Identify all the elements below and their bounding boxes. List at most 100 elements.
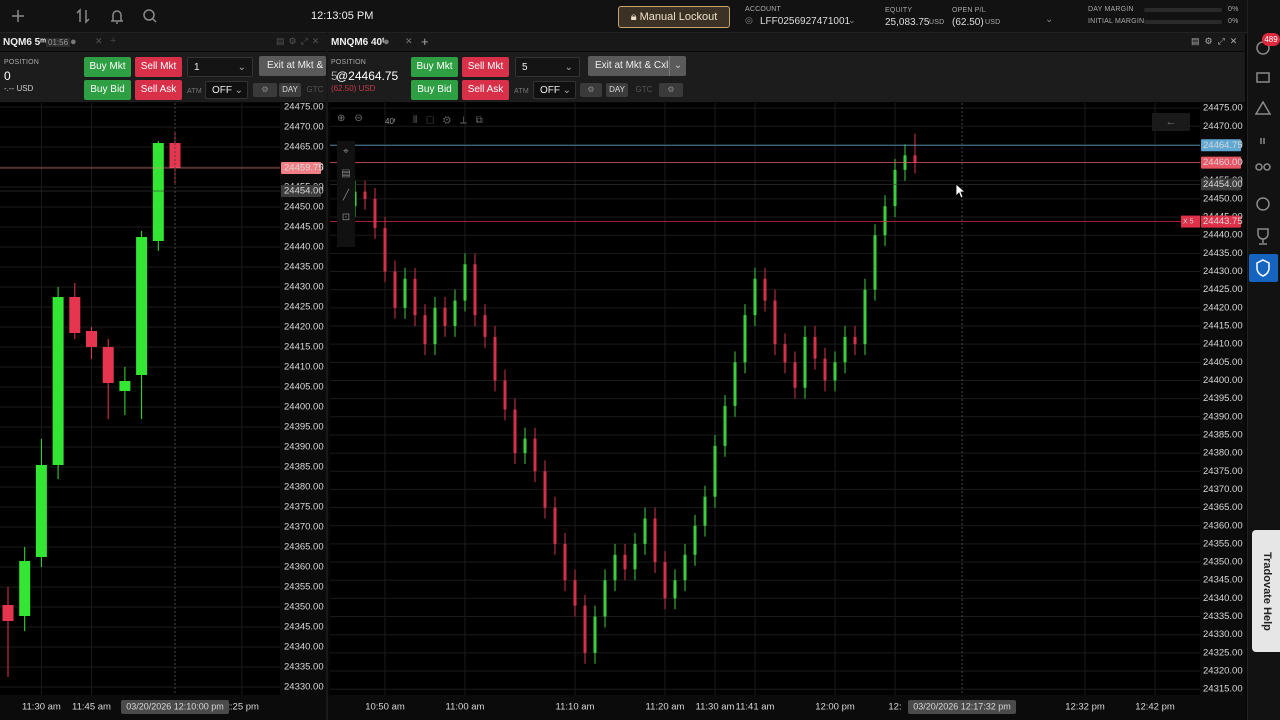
right-panel-icons[interactable]: ▤⚙⤢✕ xyxy=(1191,36,1243,46)
right-symbol-tab[interactable]: MNQM6 40ᵗ xyxy=(331,37,385,48)
candle-body xyxy=(813,336,817,359)
help-tab[interactable]: Tradovate Help xyxy=(1252,530,1280,652)
account-value[interactable]: LFF0256927471001 xyxy=(760,16,851,27)
account-chevron[interactable]: ⌄ xyxy=(848,15,856,25)
candle-body xyxy=(683,554,687,581)
tab-dot[interactable]: ● xyxy=(70,36,77,48)
tab-close[interactable]: ✕ xyxy=(95,36,103,46)
y-tick-label: 24335.00 xyxy=(284,662,324,673)
add-icon[interactable] xyxy=(12,10,24,22)
line-tool[interactable]: ╱ xyxy=(342,190,350,201)
buy-market-button[interactable]: Buy Mkt xyxy=(84,57,131,77)
x-tick-label: 11:10 am xyxy=(556,702,595,713)
atm-value: OFF xyxy=(212,85,232,96)
atm-select[interactable]: OFF ⌄ xyxy=(533,81,576,99)
bell-icon[interactable] xyxy=(111,10,123,24)
price-tag-label: 24464.75 xyxy=(1203,140,1243,151)
y-tick-label: 24425.00 xyxy=(1203,284,1243,295)
cursor-arrow xyxy=(955,183,967,199)
candle-body xyxy=(793,362,797,388)
x-tick-label: 12:32 pm xyxy=(1065,702,1105,713)
y-tick-label: 24420.00 xyxy=(284,322,324,333)
quantity-input[interactable]: 5 ⌄ xyxy=(515,57,580,77)
order-settings[interactable]: ⚙ xyxy=(659,83,683,97)
atm-chevron: ⌄ xyxy=(234,85,243,96)
y-tick-label: 24410.00 xyxy=(1203,339,1243,350)
atm-value: OFF xyxy=(540,85,560,96)
add-tab[interactable]: + xyxy=(421,34,429,49)
gtc-toggle[interactable]: GTC xyxy=(635,85,653,94)
manual-lockout-button[interactable]: 🔒︎ Manual Lockout xyxy=(618,6,730,28)
crosshair-tool[interactable]: ⌖ xyxy=(343,146,349,157)
lock-tool[interactable]: ⊡ xyxy=(341,212,351,223)
zoom-in[interactable]: ⊕ xyxy=(337,113,355,124)
position-value: 0 xyxy=(4,69,11,83)
transfer-icon[interactable] xyxy=(76,8,90,24)
alert-icon[interactable] xyxy=(1254,100,1272,115)
gtc-toggle[interactable]: GTC xyxy=(306,85,324,94)
y-tick-label: 24375.00 xyxy=(1203,466,1243,477)
y-tick-label: 24400.00 xyxy=(284,402,324,413)
community-icon[interactable] xyxy=(1255,163,1263,171)
buy-market-button[interactable]: Buy Mkt xyxy=(411,57,458,77)
zoom-out[interactable]: ⊖ xyxy=(354,113,372,124)
lockout-label: Manual Lockout xyxy=(639,11,718,23)
back-button[interactable]: ← xyxy=(1152,113,1190,131)
candle-body xyxy=(403,278,407,308)
exit-button[interactable]: Exit at Mkt & C xyxy=(259,56,326,76)
candle-body xyxy=(593,616,597,653)
chart-tools[interactable]: ⫴⬚⚙⊥⧉ xyxy=(413,115,492,126)
search-icon[interactable] xyxy=(143,9,155,21)
position-value: 5 xyxy=(331,69,338,83)
mouse-cursor xyxy=(955,183,967,199)
quantity-input[interactable]: 1 ⌄ xyxy=(187,57,253,77)
candle-body xyxy=(713,445,717,497)
buy-bid-button[interactable]: Buy Bid xyxy=(411,80,458,100)
price-tag xyxy=(1201,139,1241,152)
sell-market-button[interactable]: Sell Mkt xyxy=(462,57,509,77)
candle-body xyxy=(373,198,377,228)
candle-body xyxy=(763,278,767,301)
help-icon[interactable] xyxy=(1256,197,1270,211)
atm-select[interactable]: OFF ⌄ xyxy=(205,81,248,99)
quantity-chevron: ⌄ xyxy=(237,62,246,73)
candle-body xyxy=(503,380,507,410)
tab-close[interactable]: ✕ xyxy=(405,36,413,46)
y-tick-label: 24340.00 xyxy=(284,642,324,653)
candle-body xyxy=(463,264,467,301)
y-tick-label: 24475.00 xyxy=(284,102,324,113)
y-tick-label: 24420.00 xyxy=(1203,302,1243,313)
y-tick-label: 24345.00 xyxy=(284,622,324,633)
buy-bid-button[interactable]: Buy Bid xyxy=(84,80,131,100)
candle-body xyxy=(673,580,677,599)
day-toggle[interactable]: DAY xyxy=(606,83,628,97)
sell-market-button[interactable]: Sell Mkt xyxy=(135,57,182,77)
y-tick-label: 24385.00 xyxy=(1203,429,1243,440)
order-tag xyxy=(1181,215,1200,228)
shield-button[interactable] xyxy=(1249,254,1278,282)
note-tool[interactable]: ▤ xyxy=(341,168,351,179)
left-panel-icons[interactable]: ▤⚙⤢✕ xyxy=(276,36,324,46)
sell-ask-button[interactable]: Sell Ask xyxy=(135,80,182,100)
candle-body xyxy=(523,438,527,454)
community-icon-2 xyxy=(1263,163,1271,171)
candle-body xyxy=(863,289,867,345)
left-symbol-tab[interactable]: NQM6 5ᵐ xyxy=(3,37,46,48)
tab-dot[interactable]: ● xyxy=(383,36,390,48)
add-tab[interactable]: + xyxy=(110,35,117,47)
y-tick-label: 24450.00 xyxy=(1203,193,1243,204)
atm-settings[interactable]: ⚙ xyxy=(253,83,277,97)
account-dropdown[interactable]: ⌄ xyxy=(1045,14,1054,25)
sell-ask-button[interactable]: Sell Ask xyxy=(462,80,509,100)
trophy-icon[interactable] xyxy=(1257,228,1269,245)
y-tick-label: 24440.00 xyxy=(1203,230,1243,241)
exit-button[interactable]: Exit at Mkt & Cxl ⌄ xyxy=(588,56,686,76)
dom-icon[interactable] xyxy=(1260,138,1265,144)
candle-body xyxy=(883,206,887,236)
atm-settings[interactable]: ⚙ xyxy=(580,83,602,97)
day-toggle[interactable]: DAY xyxy=(279,83,301,97)
interval-button[interactable]: 40ᵗ xyxy=(385,117,396,126)
chat-icon[interactable] xyxy=(1256,72,1270,83)
day-margin-label: DAY MARGIN xyxy=(1088,6,1134,13)
price-tag xyxy=(281,162,321,174)
